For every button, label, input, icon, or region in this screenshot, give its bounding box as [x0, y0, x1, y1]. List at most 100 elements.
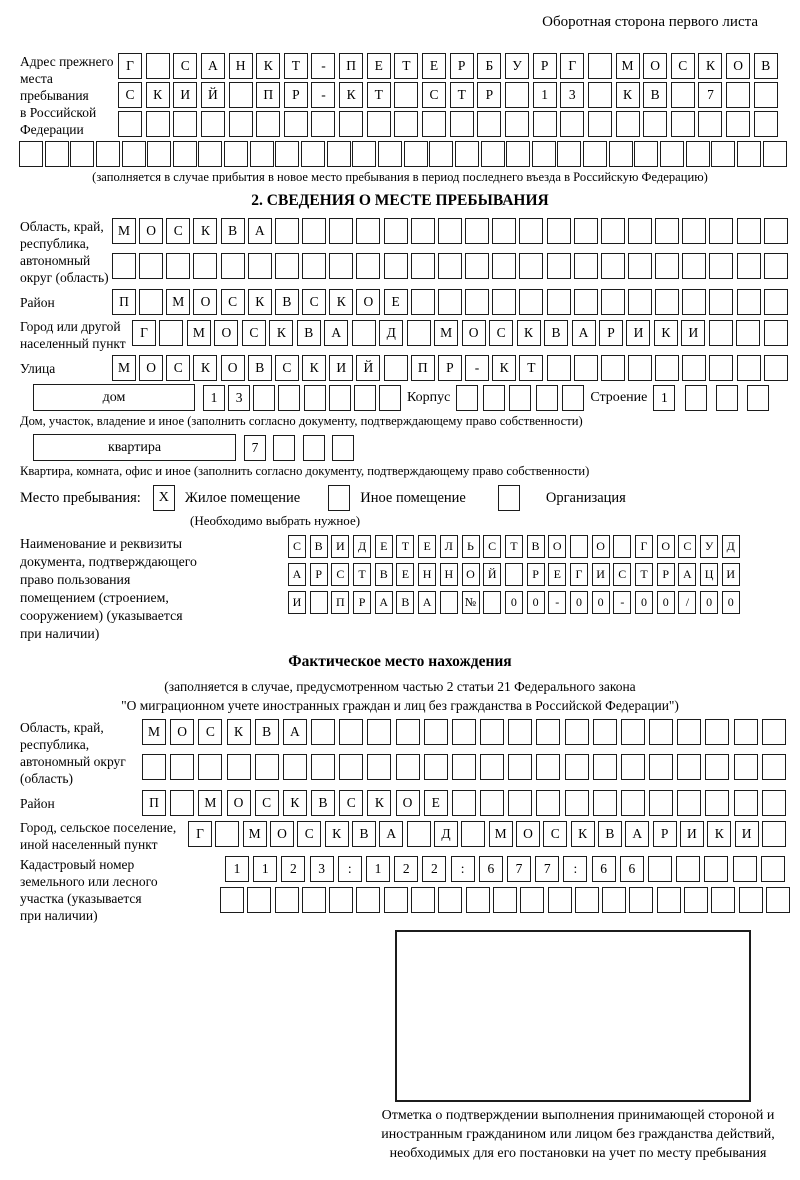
stay-type-checkbox-organization[interactable]	[497, 485, 520, 511]
char-box[interactable]	[465, 289, 490, 315]
char-box[interactable]	[573, 218, 598, 244]
char-box[interactable]	[684, 887, 709, 913]
char-box[interactable]	[492, 253, 517, 279]
char-box[interactable]: В	[296, 320, 321, 346]
char-box[interactable]	[733, 719, 758, 745]
char-box[interactable]: В	[396, 591, 415, 614]
char-box[interactable]	[193, 253, 218, 279]
char-box[interactable]	[351, 320, 376, 346]
char-box[interactable]	[249, 141, 274, 167]
char-box[interactable]	[367, 754, 392, 780]
char-box[interactable]	[649, 719, 674, 745]
char-box[interactable]: С	[220, 289, 245, 315]
char-box[interactable]: А	[324, 320, 349, 346]
char-box[interactable]	[220, 253, 245, 279]
char-box[interactable]: О	[139, 218, 164, 244]
char-box[interactable]	[410, 253, 435, 279]
char-box[interactable]: -	[311, 53, 336, 79]
char-box[interactable]	[627, 355, 652, 381]
char-box[interactable]	[504, 563, 523, 586]
char-box[interactable]: -	[311, 82, 336, 108]
char-box[interactable]	[224, 141, 249, 167]
char-box[interactable]: Т	[635, 563, 653, 586]
char-box[interactable]: 6	[591, 856, 616, 882]
char-box[interactable]	[732, 856, 757, 882]
char-box[interactable]: И	[288, 591, 306, 614]
char-box[interactable]	[600, 218, 625, 244]
char-box[interactable]	[352, 141, 377, 167]
char-box[interactable]	[705, 754, 730, 780]
char-box[interactable]	[761, 719, 786, 745]
char-box[interactable]: В	[544, 320, 569, 346]
char-box[interactable]: М	[198, 790, 223, 816]
char-box[interactable]: Е	[366, 53, 391, 79]
char-box[interactable]	[170, 790, 195, 816]
char-box[interactable]: М	[112, 355, 136, 381]
char-box[interactable]: 2	[394, 856, 419, 882]
char-box[interactable]: Е	[396, 563, 415, 586]
char-box[interactable]	[711, 887, 736, 913]
char-box[interactable]	[763, 218, 788, 244]
char-box[interactable]	[220, 887, 244, 913]
char-box[interactable]	[508, 790, 533, 816]
char-box[interactable]: Г	[569, 563, 588, 586]
char-box[interactable]	[536, 754, 561, 780]
char-box[interactable]	[536, 719, 561, 745]
char-box[interactable]: -	[548, 591, 567, 614]
char-box[interactable]: К	[492, 355, 517, 381]
char-box[interactable]	[547, 887, 572, 913]
char-box[interactable]: О	[220, 355, 245, 381]
char-box[interactable]: 0	[700, 591, 719, 614]
char-box[interactable]	[480, 141, 505, 167]
char-box[interactable]: В	[220, 218, 245, 244]
char-box[interactable]	[438, 887, 463, 913]
char-box[interactable]	[331, 434, 354, 461]
char-box[interactable]	[709, 253, 734, 279]
char-box[interactable]	[762, 141, 787, 167]
char-box[interactable]	[656, 887, 681, 913]
char-box[interactable]: Г	[188, 821, 212, 847]
char-box[interactable]	[592, 754, 617, 780]
char-box[interactable]: О	[395, 790, 420, 816]
char-box[interactable]	[44, 141, 69, 167]
char-box[interactable]	[394, 82, 419, 108]
char-box[interactable]	[302, 218, 327, 244]
char-box[interactable]	[356, 218, 381, 244]
char-box[interactable]: М	[434, 320, 459, 346]
char-box[interactable]	[147, 141, 172, 167]
char-box[interactable]: И	[173, 82, 198, 108]
char-box[interactable]	[406, 320, 431, 346]
char-box[interactable]	[709, 355, 734, 381]
char-box[interactable]	[504, 82, 529, 108]
char-box[interactable]	[592, 790, 617, 816]
char-box[interactable]: 7	[698, 82, 723, 108]
char-box[interactable]	[709, 289, 734, 315]
char-box[interactable]	[753, 111, 778, 137]
char-box[interactable]	[451, 754, 476, 780]
char-box[interactable]: М	[615, 53, 640, 79]
stay-type-checkbox-other-premises[interactable]	[328, 485, 351, 511]
char-box[interactable]: К	[615, 82, 640, 108]
char-box[interactable]: Р	[449, 53, 474, 79]
char-box[interactable]	[564, 719, 589, 745]
char-box[interactable]: Н	[228, 53, 253, 79]
char-box[interactable]	[583, 141, 608, 167]
char-box[interactable]	[439, 591, 458, 614]
char-box[interactable]: Т	[449, 82, 474, 108]
char-box[interactable]	[118, 111, 142, 137]
char-box[interactable]: К	[145, 82, 170, 108]
char-box[interactable]	[383, 887, 408, 913]
char-box[interactable]	[519, 289, 544, 315]
char-box[interactable]	[429, 141, 454, 167]
char-box[interactable]: Д	[721, 535, 740, 558]
char-box[interactable]: Е	[423, 790, 448, 816]
char-box[interactable]: М	[488, 821, 513, 847]
char-box[interactable]	[670, 111, 695, 137]
char-box[interactable]: А	[247, 218, 272, 244]
char-box[interactable]	[142, 754, 166, 780]
char-box[interactable]: /	[678, 591, 697, 614]
char-box[interactable]: О	[656, 535, 675, 558]
char-box[interactable]: П	[339, 53, 364, 79]
char-box[interactable]	[677, 790, 702, 816]
char-box[interactable]	[573, 253, 598, 279]
